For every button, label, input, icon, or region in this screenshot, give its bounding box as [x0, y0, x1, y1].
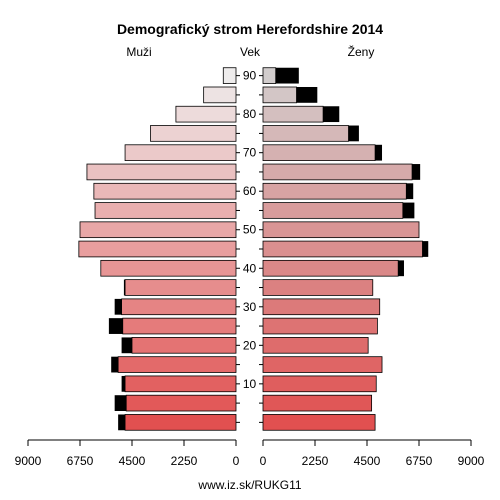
male-bars: [78, 67, 237, 431]
male-bar: [86, 163, 237, 181]
age-tick-label: 60: [243, 184, 257, 198]
age-tick-label: 40: [243, 261, 257, 275]
age-tick-label: 80: [243, 107, 257, 121]
male-excess-bar: [114, 395, 127, 412]
male-bar: [94, 202, 237, 219]
x-tick-label: 4500: [354, 454, 381, 468]
male-bar: [124, 279, 237, 296]
x-tick-label: 2250: [171, 454, 198, 468]
x-tick-label: 4500: [119, 454, 146, 468]
female-bar: [262, 337, 369, 354]
age-tick-label: 30: [243, 300, 257, 314]
age-tick-label: 90: [243, 69, 257, 83]
male-bar: [79, 221, 237, 239]
female-bar: [262, 67, 277, 84]
female-excess-bar: [406, 183, 414, 200]
female-bar: [262, 163, 413, 181]
female-bar: [262, 86, 297, 104]
male-bar: [222, 67, 237, 84]
male-axis-label: Muži: [126, 45, 151, 59]
axes: 90 80 70 60 50 40 30 20 10 9000 6750 4500 2250 0 0 2250…: [15, 69, 485, 468]
male-bar: [121, 298, 237, 316]
x-tick-label: 0: [233, 454, 240, 468]
female-excess-bar: [422, 241, 429, 257]
female-bar: [262, 125, 349, 142]
x-tick-label: 0: [260, 454, 267, 468]
female-bar: [262, 356, 383, 373]
female-bar: [262, 394, 373, 412]
male-bar: [203, 86, 237, 104]
male-bar: [125, 394, 237, 412]
female-bar: [262, 144, 376, 161]
x-tick-label: 2250: [302, 454, 329, 468]
female-bar: [262, 182, 407, 200]
age-tick-label: 10: [243, 377, 257, 391]
male-bar: [100, 259, 237, 277]
female-bar: [262, 414, 376, 431]
male-bar: [122, 317, 237, 335]
chart-title: Demografický strom Herefordshire 2014: [117, 21, 383, 37]
age-axis-label: Vek: [240, 45, 261, 59]
female-bar: [262, 259, 399, 277]
female-bar: [262, 298, 381, 316]
female-bar: [262, 221, 420, 239]
male-excess-bar: [111, 356, 119, 373]
female-bar: [262, 375, 377, 393]
male-bar: [124, 375, 237, 393]
male-excess-bar: [108, 318, 123, 334]
female-excess-bar: [398, 260, 404, 277]
female-bar: [262, 279, 374, 296]
male-excess-bar: [114, 298, 122, 315]
x-tick-label: 6750: [406, 454, 433, 468]
female-bars: [262, 67, 429, 431]
male-bar: [131, 337, 237, 354]
female-bar: [262, 105, 324, 123]
male-bar: [117, 356, 237, 373]
female-excess-bar: [323, 106, 340, 123]
source-footer: www.iz.sk/RUKG11: [197, 478, 301, 492]
male-excess-bar: [118, 414, 126, 431]
female-excess-bar: [375, 144, 383, 161]
x-tick-label: 9000: [15, 454, 42, 468]
male-bar: [150, 125, 237, 142]
male-bar: [175, 105, 237, 123]
age-tick-label: 20: [243, 338, 257, 352]
male-bar: [78, 240, 237, 258]
female-excess-bar: [296, 86, 318, 103]
female-excess-bar: [348, 125, 359, 142]
female-bar: [262, 240, 423, 258]
male-excess-bar: [123, 279, 126, 296]
x-tick-label: 6750: [67, 454, 94, 468]
male-excess-bar: [121, 337, 132, 354]
x-tick-label: 9000: [458, 454, 485, 468]
female-axis-label: Ženy: [348, 44, 375, 59]
female-excess-bar: [412, 164, 421, 180]
male-bar: [93, 182, 237, 200]
female-excess-bar: [275, 67, 299, 84]
age-tick-label: 50: [243, 223, 257, 237]
female-excess-bar: [402, 202, 415, 219]
male-bar: [124, 414, 237, 431]
male-bar: [124, 144, 237, 161]
female-bar: [262, 317, 378, 335]
male-excess-bar: [121, 375, 126, 392]
female-bar: [262, 202, 404, 219]
age-tick-label: 70: [243, 146, 257, 160]
